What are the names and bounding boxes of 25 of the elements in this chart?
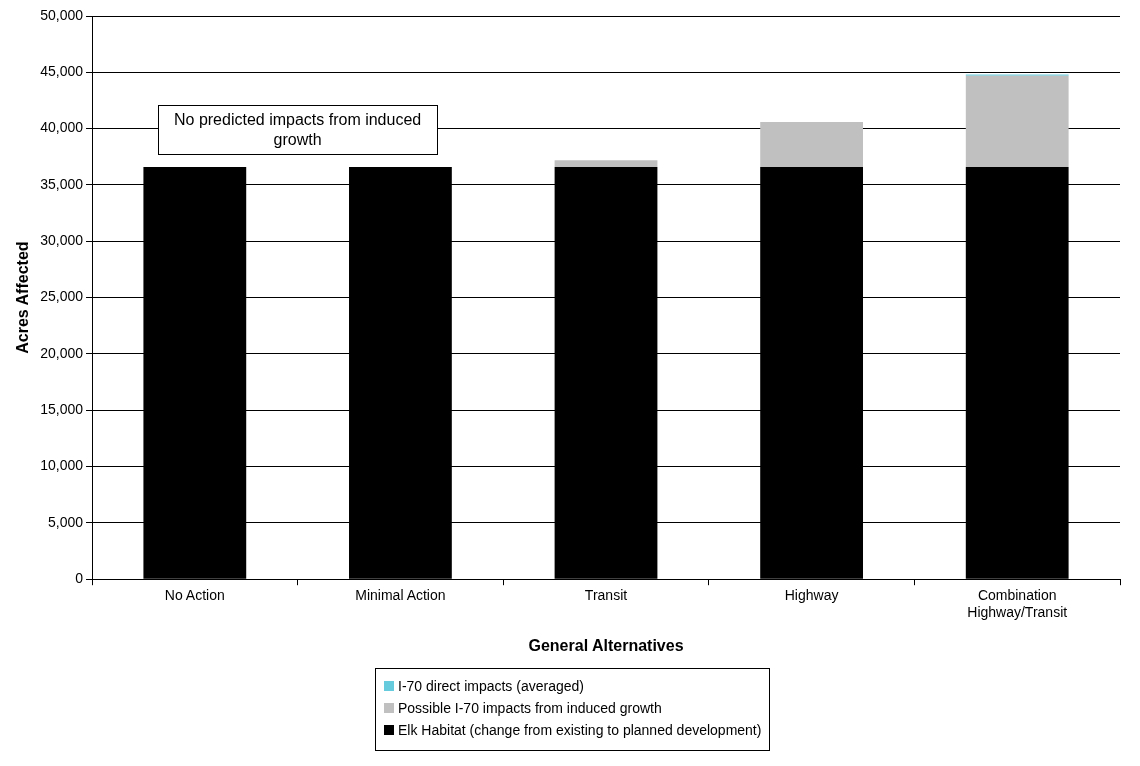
y-tick-label: 20,000 [40, 344, 84, 361]
x-tick-label: Combination Highway/Transit [967, 587, 1068, 621]
y-tick-label: 50,000 [40, 6, 84, 23]
y-tick-label: 35,000 [40, 175, 84, 192]
x-axis-title: General Alternatives [528, 636, 684, 654]
x-tick-label: Highway [784, 587, 839, 604]
y-tick-label: 25,000 [40, 288, 84, 305]
y-tick-label: 40,000 [40, 119, 84, 136]
bar [965, 75, 1069, 167]
y-axis-title: Acres Affected [14, 241, 32, 354]
bar [760, 121, 864, 167]
bar [554, 160, 658, 167]
y-tick-label: 45,000 [40, 63, 84, 80]
legend-label: Elk Habitat (change from existing to planned development) [398, 722, 762, 738]
y-tick-label: 15,000 [40, 401, 84, 418]
y-tick-label: 10,000 [40, 457, 84, 474]
y-tick-label: 30,000 [40, 232, 84, 249]
legend-label: Possible I-70 impacts from induced growth [398, 700, 662, 716]
legend-label: I-70 direct impacts (averaged) [398, 678, 584, 694]
x-tick-label: No Action [164, 587, 225, 604]
y-tick-label: 5,000 [47, 513, 84, 530]
note-box: No predicted impacts from induced growth [157, 104, 438, 155]
x-tick-label: Minimal Action [355, 587, 446, 604]
x-tick-label: Transit [584, 587, 628, 604]
y-tick-label: 0 [75, 570, 84, 587]
